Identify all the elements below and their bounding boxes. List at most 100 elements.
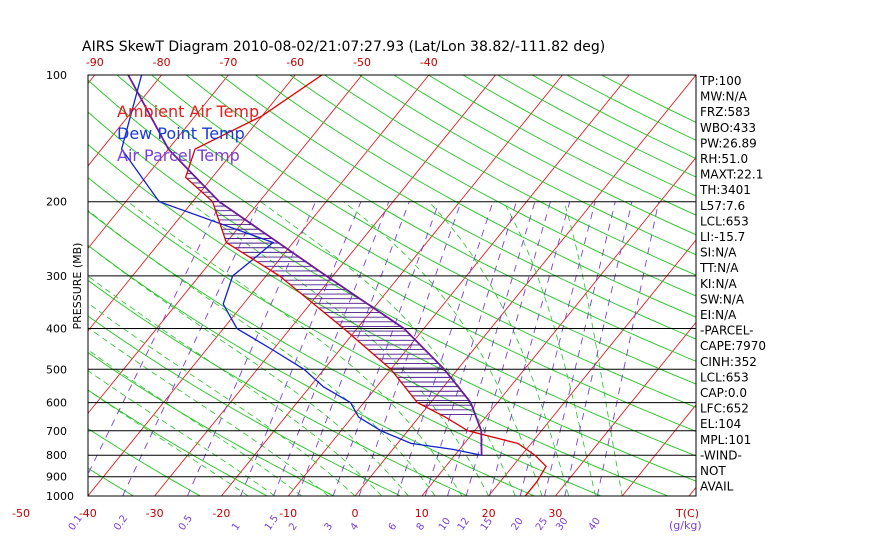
dry-adiabat-line: [88, 210, 603, 496]
bottom-temperature-tick: -50: [12, 507, 30, 520]
pressure-tick-label: 700: [46, 425, 67, 438]
top-temperature-tick: -90: [86, 56, 104, 69]
pressure-tick-label: 100: [46, 69, 67, 82]
plot-frame: [87, 74, 697, 497]
index-label: MAXT:22.1: [700, 168, 763, 182]
moist-adiabat-line: [127, 201, 463, 496]
dry-adiabat-line: [88, 143, 696, 482]
moist-adiabat-line: [88, 209, 436, 496]
legend: Ambient Air Temp Dew Point Temp Air Parcel…: [117, 102, 259, 165]
index-label: KI:N/A: [700, 277, 737, 291]
index-label: TT:N/A: [699, 261, 739, 275]
mixing-ratio-tick: 2: [287, 521, 300, 533]
dry-adiabat-line: [151, 75, 696, 385]
mixing-ratio-tick: 20: [510, 516, 526, 533]
pressure-tick-label: 900: [46, 471, 67, 484]
index-label: LI:-15.7: [700, 230, 745, 244]
dry-adiabat-line: [255, 75, 696, 318]
mixing-ratio-line: [564, 201, 633, 496]
mixing-ratio-line: [273, 201, 390, 496]
index-label: PW:26.89: [700, 136, 757, 150]
bottom-temperature-tick: 0: [352, 507, 359, 520]
index-label: WBO:433: [700, 121, 756, 135]
legend-item: Air Parcel Temp: [117, 146, 240, 165]
index-label: SW:N/A: [700, 292, 745, 306]
dry-adiabat-line: [88, 352, 336, 496]
legend-item: Ambient Air Temp: [117, 102, 259, 121]
dry-adiabat-line: [289, 75, 696, 297]
index-label: LFC:652: [700, 402, 749, 416]
index-label: TP:100: [699, 74, 742, 88]
parcel-temperature-profile-line: [127, 75, 483, 456]
pressure-tick-label: 300: [46, 270, 67, 283]
dry-adiabat-line: [88, 315, 402, 496]
index-label: L57:7.6: [700, 199, 745, 213]
mixing-ratio-lines: [88, 201, 660, 496]
bottom-temperature-tick: -10: [279, 507, 297, 520]
mixing-ratio-tick: 10: [437, 516, 453, 533]
moist-adiabat-line: [260, 201, 516, 496]
y-axis-label: PRESSURE (MB): [71, 243, 84, 330]
moist-adiabat-line: [188, 201, 489, 496]
pressure-tick-label: 600: [46, 397, 67, 410]
pressure-tick-label: 500: [46, 363, 67, 376]
bottom-temperature-tick: 30: [548, 507, 562, 520]
dry-adiabat-line: [358, 75, 696, 256]
mixing-ratio-unit-label: (g/kg): [669, 519, 702, 532]
index-label: -WIND-: [700, 448, 742, 462]
mixing-ratio-tick: 12: [456, 516, 472, 533]
isotherm-line: [287, 75, 630, 496]
bottom-temperature-tick: 20: [482, 507, 496, 520]
isotherm-line: [154, 75, 496, 496]
mixing-ratio-tick: 6: [387, 521, 400, 533]
top-temperature-tick: -60: [286, 56, 304, 69]
isotherm-line: [354, 75, 696, 496]
mixing-ratio-tick: 8: [415, 521, 428, 533]
index-label: FRZ:583: [700, 105, 750, 119]
index-label: LCL:653: [700, 370, 749, 384]
bottom-temperature-tick: -40: [79, 507, 97, 520]
bottom-temperature-tick: -30: [146, 507, 164, 520]
moist-adiabat-line: [428, 201, 570, 496]
dry-adiabat-line: [462, 75, 696, 197]
isotherm-line: [88, 75, 430, 496]
isotherm-line: [88, 75, 296, 332]
dry-adiabat-line: [88, 79, 696, 432]
mixing-ratio-line: [544, 201, 616, 496]
dry-adiabat-line: [88, 111, 696, 457]
top-temperature-tick: -40: [420, 56, 438, 69]
isotherm-line: [221, 75, 563, 496]
mixing-ratio-tick: 0.2: [112, 513, 130, 532]
mixing-ratio-line: [187, 201, 317, 496]
mixing-ratio-tick: 3: [323, 521, 336, 533]
bottom-temperature-tick: -20: [212, 507, 230, 520]
isotherm-line: [756, 75, 870, 496]
index-label: CINH:352: [700, 355, 757, 369]
dry-adiabat-line: [324, 75, 696, 276]
top-temperature-tick: -50: [353, 56, 371, 69]
pressure-tick-label: 800: [46, 449, 67, 462]
dry-adiabat-line: [88, 176, 670, 496]
dry-adiabat-line: [88, 279, 469, 496]
mixing-ratio-line: [596, 201, 660, 496]
index-label: NOT: [700, 464, 726, 478]
sounding-profiles: [120, 75, 547, 496]
chart-title: AIRS SkewT Diagram 2010-08-02/21:07:27.9…: [82, 39, 605, 55]
dry-adiabat-line: [220, 75, 696, 340]
isotherm-line: [88, 75, 162, 167]
moist-adiabat-line: [503, 201, 596, 496]
dry-adiabat-line: [0, 75, 13, 505]
dry-adiabat-line: [428, 75, 696, 216]
mixing-ratio-line: [122, 201, 261, 496]
dry-adiabat-line: [88, 467, 135, 496]
isotherm-line: [0, 75, 28, 496]
isotherm-line: [88, 75, 229, 250]
axes: 1002003004005006007008009001000PRESSURE …: [12, 56, 702, 533]
index-label: MW:N/A: [700, 90, 748, 104]
dry-adiabat-line: [116, 75, 696, 408]
mixing-ratio-tick: 0.5: [177, 513, 195, 532]
x-axis-label: T(C): [675, 507, 699, 520]
index-label: AVAIL: [700, 480, 734, 494]
